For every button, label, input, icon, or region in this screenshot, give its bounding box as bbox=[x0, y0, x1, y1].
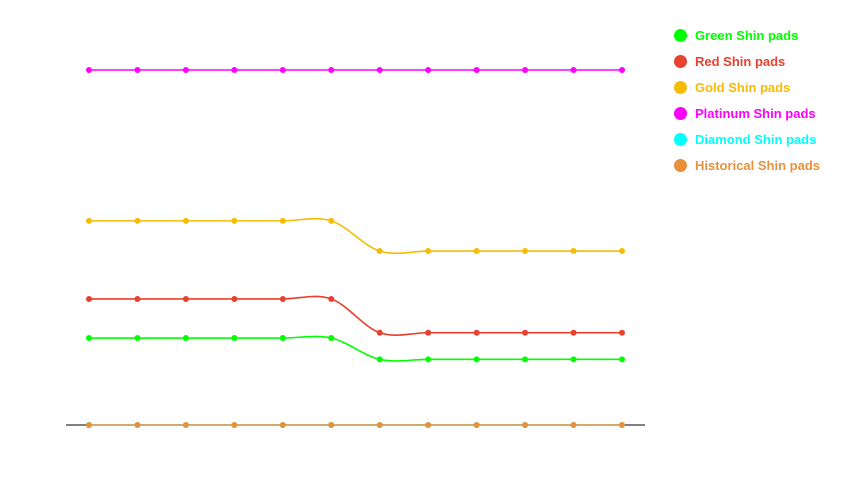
series-layer bbox=[86, 67, 625, 428]
legend-marker-icon bbox=[674, 80, 687, 94]
data-point-gold-shin-pads[interactable] bbox=[619, 248, 625, 255]
data-point-green-shin-pads[interactable] bbox=[570, 356, 577, 363]
data-point-green-shin-pads[interactable] bbox=[473, 356, 480, 363]
legend: Green Shin pads Red Shin pads Gold Shin pa… bbox=[674, 22, 820, 178]
data-point-historical-shin-pads[interactable] bbox=[619, 422, 625, 428]
data-point-green-shin-pads[interactable] bbox=[86, 335, 92, 342]
data-point-red-shin-pads[interactable] bbox=[231, 295, 238, 302]
series-green-shin-pads bbox=[86, 335, 625, 363]
legend-marker-icon bbox=[674, 158, 687, 172]
data-point-red-shin-pads[interactable] bbox=[376, 329, 383, 336]
legend-label: Diamond Shin pads bbox=[695, 131, 817, 147]
data-point-red-shin-pads[interactable] bbox=[279, 295, 286, 302]
series-line-green-shin-pads bbox=[89, 335, 622, 362]
data-point-red-shin-pads[interactable] bbox=[182, 295, 189, 302]
data-point-historical-shin-pads[interactable] bbox=[279, 422, 286, 428]
data-point-historical-shin-pads[interactable] bbox=[522, 422, 529, 428]
data-point-green-shin-pads[interactable] bbox=[328, 335, 335, 342]
legend-marker-icon bbox=[674, 132, 687, 146]
series-line-red-shin-pads bbox=[89, 295, 622, 336]
legend-item-diamond-shin-pads[interactable]: Diamond Shin pads bbox=[674, 126, 820, 152]
data-point-historical-shin-pads[interactable] bbox=[134, 422, 141, 428]
data-point-historical-shin-pads[interactable] bbox=[86, 422, 92, 428]
legend-item-red-shin-pads[interactable]: Red Shin pads bbox=[674, 48, 820, 74]
legend-item-gold-shin-pads[interactable]: Gold Shin pads bbox=[674, 74, 820, 100]
data-point-green-shin-pads[interactable] bbox=[376, 356, 383, 363]
legend-label: Gold Shin pads bbox=[695, 79, 791, 95]
data-point-platinum-shin-pads[interactable] bbox=[570, 67, 577, 73]
legend-marker-icon bbox=[674, 106, 687, 120]
data-point-red-shin-pads[interactable] bbox=[328, 295, 335, 302]
data-point-green-shin-pads[interactable] bbox=[134, 335, 141, 342]
series-red-shin-pads bbox=[86, 295, 625, 336]
data-point-gold-shin-pads[interactable] bbox=[231, 217, 238, 224]
data-point-red-shin-pads[interactable] bbox=[86, 295, 92, 302]
data-point-gold-shin-pads[interactable] bbox=[522, 248, 529, 255]
data-point-red-shin-pads[interactable] bbox=[134, 295, 141, 302]
legend-marker-icon bbox=[674, 28, 687, 42]
data-point-gold-shin-pads[interactable] bbox=[376, 248, 383, 255]
data-point-platinum-shin-pads[interactable] bbox=[425, 67, 432, 73]
data-point-red-shin-pads[interactable] bbox=[473, 329, 480, 336]
series-platinum-shin-pads bbox=[86, 67, 625, 73]
data-point-platinum-shin-pads[interactable] bbox=[86, 67, 92, 73]
data-point-gold-shin-pads[interactable] bbox=[134, 217, 141, 224]
data-point-gold-shin-pads[interactable] bbox=[473, 248, 480, 255]
data-point-gold-shin-pads[interactable] bbox=[86, 217, 92, 224]
data-point-historical-shin-pads[interactable] bbox=[425, 422, 432, 428]
legend-item-green-shin-pads[interactable]: Green Shin pads bbox=[674, 22, 820, 48]
data-point-gold-shin-pads[interactable] bbox=[425, 248, 432, 255]
data-point-red-shin-pads[interactable] bbox=[522, 329, 529, 336]
data-point-red-shin-pads[interactable] bbox=[425, 329, 432, 336]
data-point-historical-shin-pads[interactable] bbox=[473, 422, 480, 428]
series-historical-shin-pads bbox=[86, 422, 625, 428]
data-point-red-shin-pads[interactable] bbox=[619, 329, 625, 336]
data-point-platinum-shin-pads[interactable] bbox=[376, 67, 383, 73]
legend-item-historical-shin-pads[interactable]: Historical Shin pads bbox=[674, 152, 820, 178]
data-point-gold-shin-pads[interactable] bbox=[182, 217, 189, 224]
data-point-platinum-shin-pads[interactable] bbox=[522, 67, 529, 73]
series-gold-shin-pads bbox=[86, 217, 625, 255]
data-point-green-shin-pads[interactable] bbox=[619, 356, 625, 363]
data-point-historical-shin-pads[interactable] bbox=[231, 422, 238, 428]
data-point-platinum-shin-pads[interactable] bbox=[134, 67, 141, 73]
data-point-green-shin-pads[interactable] bbox=[279, 335, 286, 342]
data-point-red-shin-pads[interactable] bbox=[570, 329, 577, 336]
series-line-gold-shin-pads bbox=[89, 217, 622, 255]
data-point-gold-shin-pads[interactable] bbox=[570, 248, 577, 255]
legend-label: Green Shin pads bbox=[695, 27, 799, 43]
legend-item-platinum-shin-pads[interactable]: Platinum Shin pads bbox=[674, 100, 820, 126]
data-point-historical-shin-pads[interactable] bbox=[376, 422, 383, 428]
data-point-historical-shin-pads[interactable] bbox=[570, 422, 577, 428]
legend-marker-icon bbox=[674, 54, 687, 68]
data-point-platinum-shin-pads[interactable] bbox=[279, 67, 286, 73]
data-point-platinum-shin-pads[interactable] bbox=[619, 67, 625, 73]
data-point-gold-shin-pads[interactable] bbox=[328, 217, 335, 224]
data-point-green-shin-pads[interactable] bbox=[522, 356, 529, 363]
data-point-historical-shin-pads[interactable] bbox=[328, 422, 335, 428]
data-point-historical-shin-pads[interactable] bbox=[182, 422, 189, 428]
data-point-platinum-shin-pads[interactable] bbox=[328, 67, 335, 73]
data-point-gold-shin-pads[interactable] bbox=[279, 217, 286, 224]
data-point-platinum-shin-pads[interactable] bbox=[473, 67, 480, 73]
data-point-platinum-shin-pads[interactable] bbox=[182, 67, 189, 73]
data-point-green-shin-pads[interactable] bbox=[231, 335, 238, 342]
legend-label: Platinum Shin pads bbox=[695, 105, 816, 121]
data-point-platinum-shin-pads[interactable] bbox=[231, 67, 238, 73]
legend-label: Red Shin pads bbox=[695, 53, 786, 69]
legend-label: Historical Shin pads bbox=[695, 157, 820, 173]
data-point-green-shin-pads[interactable] bbox=[425, 356, 432, 363]
data-point-green-shin-pads[interactable] bbox=[182, 335, 189, 342]
